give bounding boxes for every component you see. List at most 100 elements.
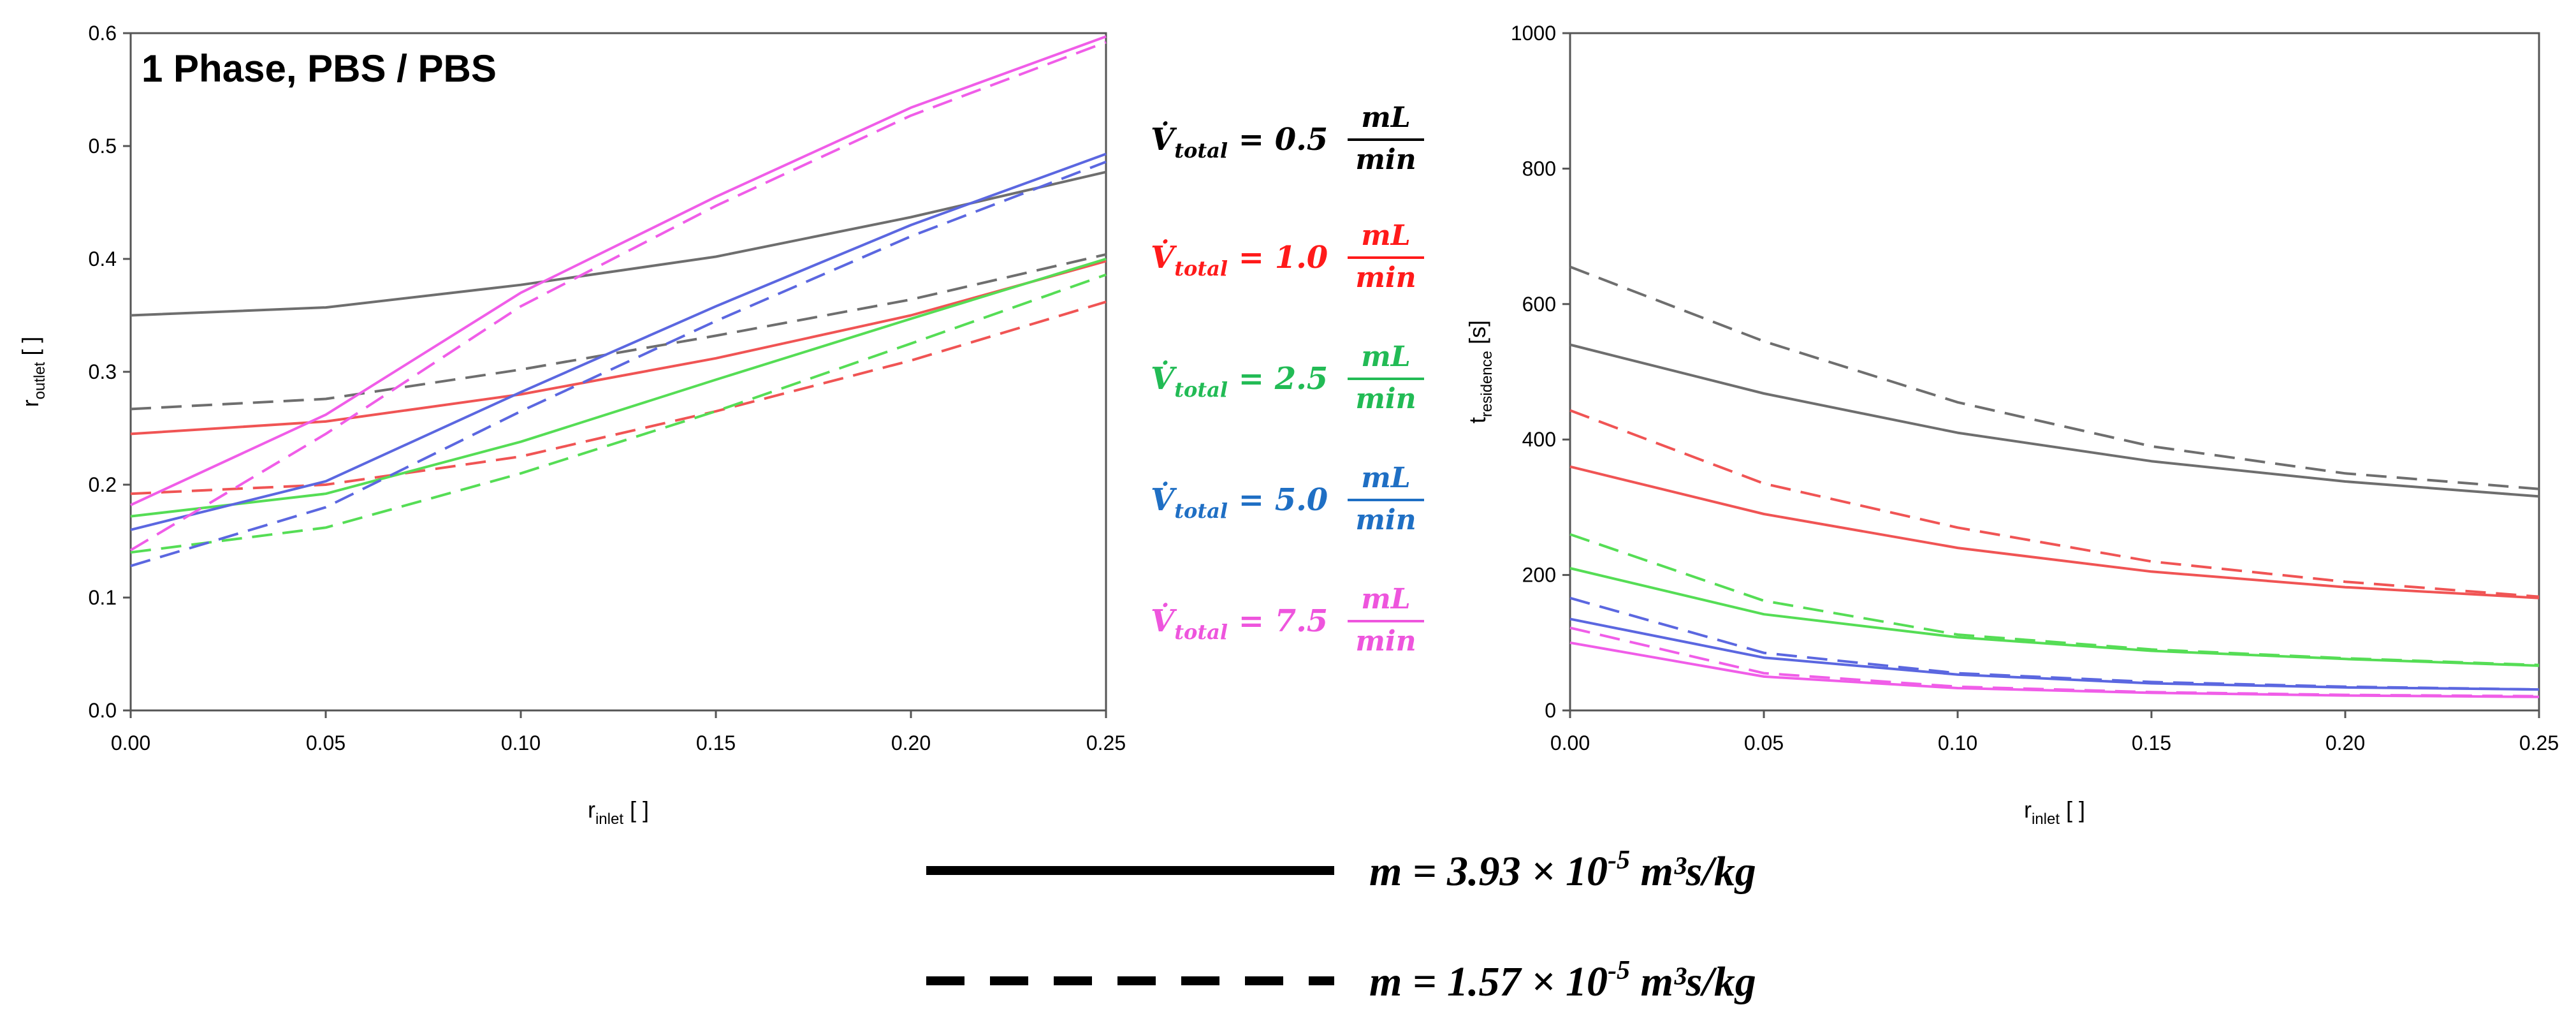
right-y-axis-var: t	[1464, 417, 1490, 423]
legend-flow-subscript: total	[1174, 138, 1228, 163]
right-series	[1569, 265, 2540, 698]
right-x-tick-label: 0.25	[2519, 731, 2559, 754]
legend-equals: =	[1228, 482, 1275, 518]
left-y-tick-label: 0.5	[89, 135, 117, 158]
dashed-line-label: m = 1.57 × 10-5 m³s/kg	[1369, 956, 1756, 1005]
legend-entry-5-0: V̇total = 5.0 mL min	[1151, 462, 1424, 536]
legend-unit-numerator: mL	[1361, 101, 1411, 134]
right-x-tick-label: 0.20	[2325, 731, 2365, 754]
style-legend: m = 3.93 × 10-5 m³s/kg m = 1.57 × 10-5 m…	[926, 846, 1756, 1005]
legend-equation: V̇total = 1.0	[1151, 239, 1328, 281]
solid-label-prefix: m = 3.93 × 10	[1369, 848, 1608, 895]
left-series	[129, 35, 1107, 568]
right-y-axis-unit: [s]	[1464, 320, 1490, 351]
right-series-line-1-0-dashed	[1569, 409, 2540, 598]
legend-flow-symbol: V̇	[1151, 481, 1177, 518]
legend-equation: V̇total = 0.5	[1151, 121, 1328, 163]
legend-unit-denominator: min	[1355, 143, 1416, 176]
solid-label-exp: -5	[1608, 846, 1630, 875]
left-x-axis-title: rinlet [ ]	[588, 797, 649, 828]
left-series-line-7-5-dashed	[129, 41, 1107, 552]
left-series-line-0-5-dashed	[130, 253, 1107, 411]
left-x-tick-label: 0.20	[891, 731, 931, 754]
solid-line-label: m = 3.93 × 10-5 m³s/kg	[1369, 846, 1756, 895]
left-y-axis-unit: [ ]	[17, 337, 43, 362]
right-x-tick-label: 0.15	[2132, 731, 2171, 754]
legend-equation: V̇total = 7.5	[1151, 602, 1328, 644]
right-y-tick-label: 200	[1522, 564, 1556, 587]
right-x-axis-sub: inlet	[2032, 811, 2060, 828]
left-y-tick-label: 0.2	[89, 473, 117, 496]
right-x-tick-label: 0.10	[1938, 731, 1977, 754]
left-series-line-2-5-dashed	[130, 273, 1107, 554]
right-y-tick-label: 400	[1522, 428, 1556, 451]
left-series-line-1-0-dashed	[130, 300, 1107, 496]
right-x-axis-title: rinlet [ ]	[2024, 797, 2085, 828]
legend-unit-numerator: mL	[1361, 583, 1411, 615]
left-y-axis-var: r	[17, 399, 43, 407]
legend-unit-denominator: min	[1355, 261, 1416, 294]
legend-flow-subscript: total	[1174, 256, 1228, 281]
right-series-line-0-5-dashed	[1569, 265, 2540, 490]
legend-flow-symbol: V̇	[1151, 239, 1177, 276]
left-y-tick-label: 0.3	[89, 360, 117, 383]
right-series-line-2-5-solid	[1569, 567, 2540, 667]
legend-unit-numerator: mL	[1361, 219, 1411, 252]
legend-equation: V̇total = 2.5	[1151, 360, 1328, 402]
legend-entry-2-5: V̇total = 2.5 mL min	[1151, 341, 1424, 415]
left-x-axis-sub: inlet	[595, 811, 623, 828]
left-y-axis-sub: outlet	[31, 362, 48, 399]
right-y-tick-label: 800	[1522, 157, 1556, 180]
legend-equals: =	[1228, 603, 1275, 639]
legend-flow-symbol: V̇	[1151, 360, 1177, 397]
right-ticks: 0.00 0.05 0.10 0.15 0.20 0.25 0 200 400 600 800 100…	[1511, 22, 2559, 754]
legend-flow-subscript: total	[1174, 378, 1228, 402]
chart-left: 0.00 0.05 0.10 0.15 0.20 0.25 0.0 0.1 0.2 0.3 0.4 0…	[17, 22, 1126, 828]
right-series-line-0-5-solid	[1569, 343, 2540, 498]
right-series-line-5-0-solid	[1569, 617, 2540, 691]
right-x-tick-label: 0.00	[1550, 731, 1590, 754]
legend-equals: =	[1228, 240, 1275, 276]
legend-entry-1-0: V̇total = 1.0 mL min	[1151, 219, 1424, 294]
right-series-line-5-0-dashed	[1569, 596, 2540, 691]
left-series-line-0-5-solid	[130, 170, 1107, 317]
legend-rate-value: 1.0	[1275, 240, 1328, 276]
right-x-axis-unit: [ ]	[2060, 797, 2085, 823]
left-series-line-5-0-dashed	[130, 160, 1107, 568]
legend-flow-symbol: V̇	[1151, 121, 1177, 158]
left-y-axis-title: routlet [ ]	[17, 337, 48, 408]
legend-entry-0-5: V̇total = 0.5 mL min	[1151, 101, 1424, 176]
right-x-axis-var: r	[2024, 797, 2032, 823]
legend-equation: V̇total = 5.0	[1151, 481, 1328, 523]
legend-rate-value: 0.5	[1275, 122, 1328, 158]
left-series-line-2-5-solid	[130, 258, 1107, 518]
left-y-tick-label: 0.4	[89, 247, 117, 270]
legend-equals: =	[1228, 122, 1275, 158]
left-plot-frame	[129, 32, 1107, 712]
right-y-axis-sub: residence	[1478, 351, 1495, 417]
right-y-axis-title: tresidence [s]	[1464, 320, 1495, 423]
right-y-tick-label: 600	[1522, 293, 1556, 316]
right-plot-frame	[1569, 32, 2540, 712]
legend-unit-denominator: min	[1355, 383, 1416, 415]
left-series-line-1-0-solid	[130, 260, 1107, 436]
dashed-label-exp: -5	[1608, 956, 1630, 985]
right-series-line-7-5-dashed	[1569, 626, 2540, 698]
legend-rate-value: 5.0	[1275, 482, 1328, 518]
left-x-tick-label: 0.00	[111, 731, 150, 754]
left-y-tick-label: 0.6	[89, 22, 117, 45]
legend-unit-numerator: mL	[1361, 341, 1411, 373]
left-x-tick-label: 0.10	[501, 731, 541, 754]
solid-label-suffix: m³s/kg	[1630, 848, 1756, 895]
left-series-line-5-0-solid	[130, 152, 1107, 531]
right-y-tick-label: 1000	[1511, 22, 1556, 45]
left-x-axis-unit: [ ]	[623, 797, 649, 823]
legend-unit-denominator: min	[1355, 504, 1416, 536]
legend-equals: =	[1228, 361, 1275, 397]
right-series-line-1-0-solid	[1569, 465, 2540, 599]
dashed-label-prefix: m = 1.57 × 10	[1369, 959, 1608, 1005]
right-y-tick-label: 0	[1545, 699, 1556, 722]
legend-rate-value: 2.5	[1274, 361, 1328, 397]
